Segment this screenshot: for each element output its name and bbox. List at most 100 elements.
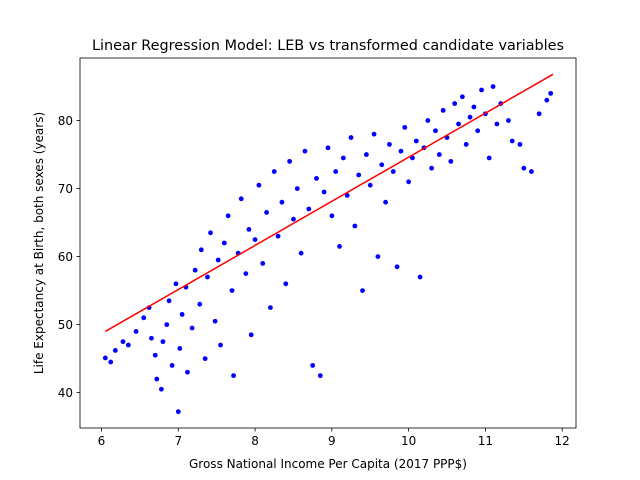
- data-point: [467, 114, 473, 120]
- data-point: [410, 155, 415, 161]
- data-point: [205, 274, 210, 280]
- data-point: [536, 111, 542, 117]
- data-point: [192, 267, 198, 273]
- data-point: [208, 230, 213, 236]
- data-point: [456, 121, 461, 127]
- data-point: [314, 175, 319, 181]
- data-point: [463, 141, 469, 147]
- x-tick-label: 8: [251, 434, 259, 448]
- data-point: [275, 233, 281, 239]
- data-point: [517, 141, 523, 147]
- data-point: [479, 87, 484, 93]
- data-point: [475, 128, 481, 134]
- data-point: [344, 192, 350, 198]
- data-point: [425, 118, 431, 123]
- data-point: [112, 348, 118, 353]
- data-point: [125, 342, 131, 348]
- y-tick-label: 80: [58, 114, 73, 128]
- data-point: [166, 298, 172, 304]
- data-point: [268, 305, 273, 311]
- data-point: [256, 182, 262, 188]
- y-tick-label: 50: [58, 318, 73, 332]
- data-point: [406, 179, 412, 185]
- data-point: [189, 325, 195, 331]
- data-point: [202, 356, 208, 362]
- data-point: [371, 131, 377, 137]
- data-point: [363, 152, 369, 157]
- data-point: [356, 172, 362, 178]
- data-point: [417, 274, 423, 280]
- data-point: [177, 346, 183, 351]
- data-point: [452, 101, 458, 106]
- data-point: [215, 257, 221, 263]
- x-tick-label: 10: [401, 434, 416, 448]
- data-point: [337, 244, 342, 249]
- data-point: [291, 216, 296, 222]
- x-tick-label: 9: [328, 434, 336, 448]
- regression-line: [104, 73, 554, 333]
- data-point: [548, 90, 554, 96]
- axis-ticks: 6 7 8 9 10 11 12 40 50 60 70 80: [58, 114, 570, 448]
- data-point: [212, 318, 218, 324]
- x-tick-label: 11: [478, 434, 493, 448]
- data-point: [529, 169, 534, 174]
- plot-area: [102, 73, 554, 415]
- axes-frame: [79, 57, 577, 429]
- data-point: [506, 118, 511, 123]
- data-point: [379, 162, 385, 168]
- data-point: [387, 141, 392, 147]
- data-point: [329, 213, 335, 219]
- x-tick-label: 12: [555, 434, 570, 448]
- data-point: [231, 373, 236, 379]
- data-point: [102, 355, 108, 361]
- data-point: [436, 152, 442, 157]
- data-point: [544, 97, 550, 103]
- data-point: [175, 409, 181, 415]
- data-point: [160, 339, 166, 345]
- data-point: [252, 237, 258, 243]
- data-point: [402, 124, 408, 130]
- data-point: [287, 158, 293, 164]
- data-point: [243, 271, 249, 277]
- data-point: [383, 199, 388, 205]
- data-point: [218, 342, 223, 348]
- data-point: [120, 339, 126, 345]
- data-point: [149, 335, 154, 341]
- x-tick-label: 7: [174, 434, 182, 448]
- x-tick-label: 6: [98, 434, 106, 448]
- y-tick-label: 70: [58, 182, 73, 196]
- data-point: [390, 169, 396, 174]
- data-point: [260, 261, 266, 266]
- data-point: [413, 138, 419, 144]
- data-point: [141, 315, 147, 321]
- data-point: [173, 281, 179, 287]
- data-point: [246, 227, 252, 232]
- data-point: [398, 148, 404, 154]
- data-point: [108, 359, 114, 365]
- data-point: [433, 128, 438, 134]
- data-point: [486, 155, 492, 161]
- data-point: [352, 223, 358, 229]
- data-point: [229, 288, 235, 294]
- data-point: [164, 322, 170, 328]
- data-point: [298, 250, 304, 256]
- data-point: [248, 332, 254, 338]
- y-tick-label: 60: [58, 250, 73, 264]
- data-point: [264, 209, 269, 215]
- data-point: [471, 104, 477, 110]
- data-point: [317, 373, 323, 379]
- data-point: [197, 301, 203, 307]
- data-point: [375, 254, 381, 259]
- data-point: [283, 281, 289, 287]
- data-point: [294, 186, 300, 191]
- data-point: [152, 352, 158, 358]
- data-point: [448, 158, 454, 164]
- data-point: [221, 240, 227, 246]
- data-point: [310, 363, 316, 368]
- data-point: [340, 155, 346, 161]
- data-point: [367, 182, 373, 188]
- data-point: [198, 247, 204, 253]
- data-point: [440, 107, 446, 113]
- data-point: [179, 312, 185, 317]
